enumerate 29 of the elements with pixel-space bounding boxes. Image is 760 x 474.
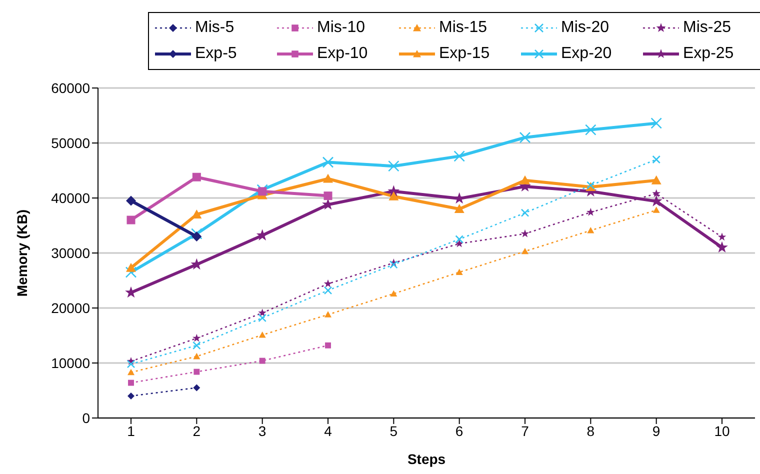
legend-label: Exp-25 — [683, 45, 734, 63]
legend-label: Exp-20 — [561, 45, 612, 63]
y-tick-label: 30000 — [51, 244, 90, 261]
legend-label: Mis-25 — [683, 19, 732, 37]
x-tick-label: 4 — [324, 422, 332, 439]
legend-label: Exp-10 — [317, 45, 368, 63]
x-tick-label: 8 — [586, 422, 595, 439]
y-tick-label: 60000 — [51, 80, 90, 96]
x-tick-label: 1 — [127, 422, 136, 439]
y-axis-title: Memory (KB) — [14, 209, 30, 297]
legend-label: Mis-15 — [439, 19, 488, 37]
y-tick-label: 20000 — [51, 300, 90, 316]
y-tick-label: 0 — [82, 410, 90, 426]
x-tick-label: 5 — [390, 422, 398, 439]
x-tick-label: 2 — [192, 422, 201, 439]
x-tick-label: 10 — [714, 422, 730, 439]
legend-label: Mis-20 — [561, 19, 610, 37]
y-tick-label: 40000 — [51, 190, 90, 206]
y-tick-label: 10000 — [51, 354, 90, 371]
x-axis-title: Steps — [407, 451, 446, 467]
x-tick-label: 3 — [258, 422, 266, 439]
x-tick-label: 7 — [521, 422, 530, 439]
legend-label: Mis-10 — [317, 19, 366, 37]
legend-label: Exp-15 — [439, 45, 490, 63]
legend-label: Mis-5 — [195, 19, 234, 37]
legend-label: Exp-5 — [195, 45, 237, 63]
x-tick-label: 6 — [455, 422, 464, 439]
x-tick-label: 9 — [652, 422, 660, 439]
y-tick-label: 50000 — [51, 134, 90, 151]
